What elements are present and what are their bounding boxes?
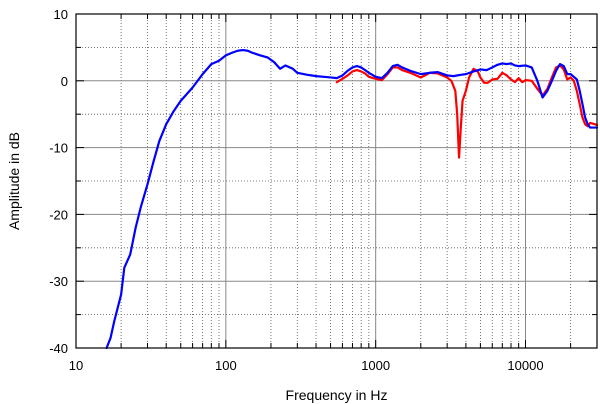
series-line-0: [105, 48, 599, 350]
x-tick-labels: 10 100 1000 10000: [69, 358, 544, 373]
y-tick-label: 0: [61, 74, 68, 89]
y-tick-label: -40: [49, 341, 68, 356]
x-tick-label: 10000: [507, 358, 543, 373]
x-axis-label: Frequency in Hz: [286, 387, 388, 403]
y-tick-label: -10: [49, 141, 68, 156]
y-tick-labels: 10 0 -10 -20 -30 -40: [49, 7, 68, 356]
y-tick-label: 10: [54, 7, 68, 22]
y-axis-label: Amplitude in dB: [6, 132, 22, 230]
x-tick-label: 100: [215, 358, 237, 373]
y-tick-label: -20: [49, 207, 68, 222]
series-group: [105, 48, 599, 350]
y-tick-label: -30: [49, 274, 68, 289]
grid: [76, 14, 598, 348]
x-tick-label: 10: [69, 358, 83, 373]
tick-marks: [75, 13, 598, 349]
x-tick-label: 1000: [361, 358, 390, 373]
